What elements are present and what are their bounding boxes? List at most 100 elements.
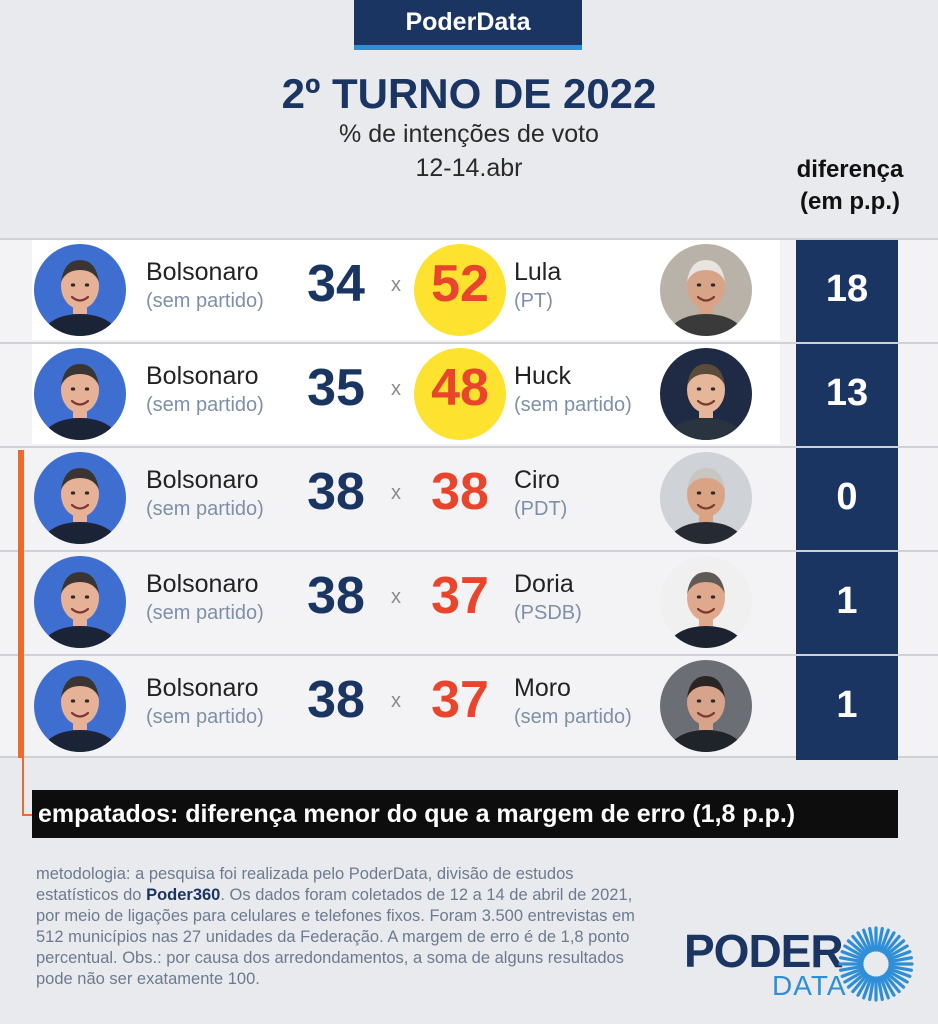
diff-value: 1 (836, 684, 858, 726)
survey-date: 12-14.abr (415, 154, 523, 182)
logo-ray (881, 931, 896, 954)
logo-burst-icon (838, 926, 914, 1002)
left-candidate-photo (34, 556, 126, 648)
logo-ray (868, 926, 876, 952)
left-candidate-photo (34, 244, 126, 336)
logo-ray (883, 973, 901, 994)
diff-value: 18 (825, 268, 869, 310)
logo-ray (862, 975, 873, 1000)
tie-connector-vertical (22, 758, 24, 816)
left-candidate-party: (sem partido) (146, 498, 264, 520)
logo-ray (879, 928, 890, 953)
left-candidate-name: Bolsonaro (146, 466, 259, 494)
logo-ray (846, 971, 867, 989)
matchup-card (32, 448, 780, 548)
matchup-card (32, 656, 780, 756)
right-candidate-name: Huck (514, 362, 571, 390)
versus-mark: x (391, 690, 401, 712)
left-candidate-score: 38 (307, 567, 365, 625)
right-candidate-party: (sem partido) (514, 394, 632, 416)
page-title: 2º TURNO DE 2022 (281, 70, 657, 117)
logo-ray (840, 950, 865, 961)
right-candidate-score: 52 (431, 255, 489, 313)
tie-indicator-bar (18, 450, 24, 758)
logo-ray (886, 944, 909, 959)
versus-mark: x (391, 482, 401, 504)
versus-mark: x (391, 274, 401, 296)
logo-ray (876, 976, 884, 1002)
matchup-row: Bolsonaro (sem partido) 34 x 52 Lula (PT) 18 (0, 238, 938, 344)
brand-tab: PoderData (354, 0, 582, 50)
right-candidate-name: Ciro (514, 466, 560, 494)
matchup-card (32, 552, 780, 652)
matchup-card (32, 240, 780, 340)
diff-cell (796, 344, 898, 448)
versus-mark: x (391, 586, 401, 608)
left-candidate-name: Bolsonaro (146, 258, 259, 286)
logo-ray (840, 967, 865, 978)
logo-ray (843, 969, 866, 984)
right-candidate-party: (sem partido) (514, 706, 632, 728)
right-candidate-score: 37 (431, 671, 489, 729)
left-candidate-party: (sem partido) (146, 602, 264, 624)
logo-ray (868, 976, 876, 1002)
right-candidate-photo (660, 244, 752, 336)
right-candidate-party: (PDT) (514, 498, 568, 520)
logo-ray (856, 974, 871, 997)
right-candidate-score: 48 (431, 359, 489, 417)
left-candidate-score: 34 (307, 255, 365, 313)
logo-ray (885, 939, 906, 957)
logo-ray (838, 956, 864, 964)
left-candidate-photo (34, 660, 126, 752)
logo-ray (851, 973, 869, 994)
diff-header-line2: (em p.p.) (800, 188, 900, 215)
logo-ray (887, 950, 912, 961)
right-candidate-score: 38 (431, 463, 489, 521)
methodology-brand: Poder360 (146, 886, 221, 904)
matchup-row: Bolsonaro (sem partido) 38 x 37 Doria (PSDB) 1 (0, 550, 938, 656)
logo-ray (886, 969, 909, 984)
diff-cell (796, 656, 898, 760)
left-candidate-name: Bolsonaro (146, 362, 259, 390)
page-subtitle: % de intenções de voto (339, 120, 599, 148)
diff-header-line1: diferença (796, 156, 904, 183)
logo-ray (843, 944, 866, 959)
left-candidate-party: (sem partido) (146, 394, 264, 416)
logo-ray (885, 971, 906, 989)
logo-ray (883, 934, 901, 955)
logo-ray (851, 934, 869, 955)
logo-ray (887, 967, 912, 978)
tie-connector-horizontal (22, 814, 34, 816)
tie-note: empatados: diferença menor do que a marg… (32, 790, 898, 838)
left-candidate-name: Bolsonaro (146, 570, 259, 598)
right-candidate-photo (660, 556, 752, 648)
diff-cell (796, 240, 898, 344)
logo-ray (881, 974, 896, 997)
right-candidate-party: (PT) (514, 290, 553, 312)
logo-ray (838, 964, 864, 972)
versus-mark: x (391, 378, 401, 400)
logo-ray (876, 926, 884, 952)
methodology-note: metodologia: a pesquisa foi realizada pe… (36, 864, 656, 990)
right-candidate-photo (660, 660, 752, 752)
diff-value: 0 (836, 476, 858, 518)
left-candidate-party: (sem partido) (146, 290, 264, 312)
right-candidate-photo (660, 452, 752, 544)
diff-column-header: diferença (em p.p.) (770, 154, 930, 218)
diff-cell (796, 552, 898, 656)
winner-highlight (414, 244, 506, 336)
diff-cell (796, 448, 898, 552)
matchup-card (32, 344, 780, 444)
left-candidate-photo (34, 348, 126, 440)
right-candidate-name: Moro (514, 674, 571, 702)
logo-word: PODER (684, 925, 844, 977)
right-candidate-score: 37 (431, 567, 489, 625)
right-candidate-photo (660, 348, 752, 440)
matchup-row: Bolsonaro (sem partido) 38 x 38 Ciro (PDT) 0 (0, 446, 938, 552)
left-candidate-score: 35 (307, 359, 365, 417)
matchup-row: Bolsonaro (sem partido) 38 x 37 Moro (sem part… (0, 654, 938, 760)
methodology-prefix: metodologia: a pesquisa foi realizada pe… (36, 865, 574, 904)
winner-highlight (414, 348, 506, 440)
left-candidate-party: (sem partido) (146, 706, 264, 728)
logo-ray (862, 928, 873, 953)
